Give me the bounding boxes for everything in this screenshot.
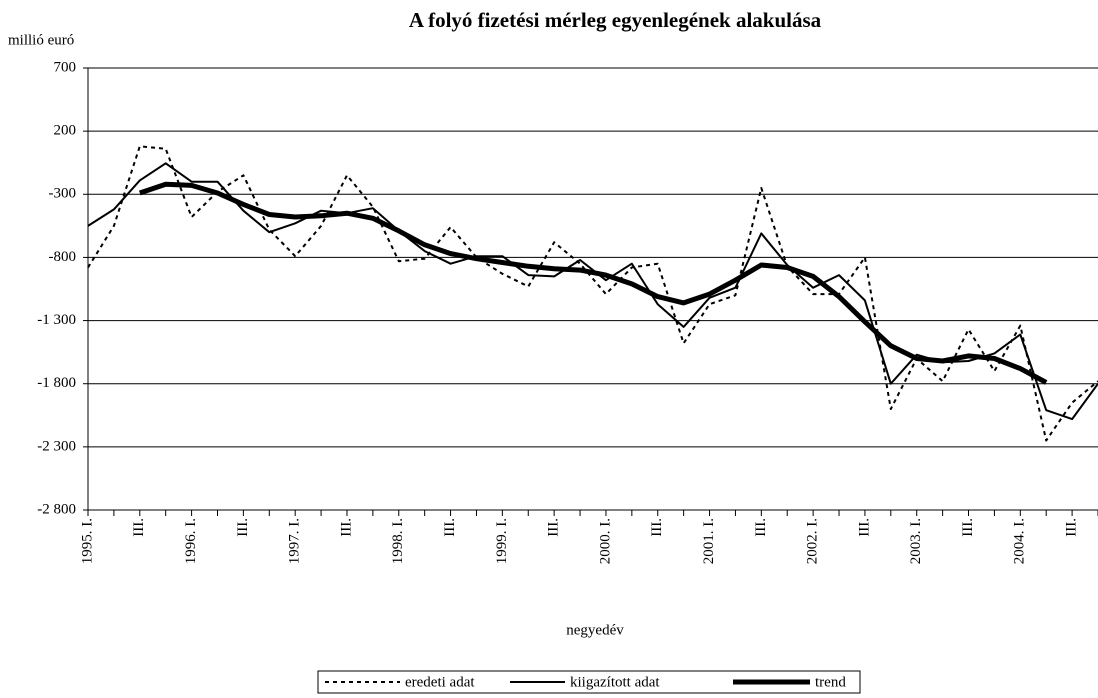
- x-tick-label: III.: [338, 518, 354, 537]
- x-tick-label: III.: [442, 518, 458, 537]
- x-tick-label: III.: [131, 518, 147, 537]
- x-tick-label: III.: [856, 518, 872, 537]
- x-tick-label: III.: [960, 518, 976, 537]
- y-tick-label: -2 300: [37, 438, 76, 454]
- y-tick-label: 200: [54, 123, 77, 139]
- y-tick-label: -2 800: [37, 501, 76, 517]
- x-tick-label: 1997. I.: [287, 518, 303, 564]
- legend-label: trend: [815, 674, 846, 690]
- x-tick-label: 2001. I.: [701, 518, 717, 564]
- legend-label: kiigazított adat: [570, 674, 660, 690]
- legend-label: eredeti adat: [405, 674, 475, 690]
- x-tick-label: 2004. I.: [1012, 518, 1028, 564]
- y-tick-label: -1 300: [37, 312, 76, 328]
- series-line: [87, 145, 1098, 442]
- legend-box: [317, 670, 861, 694]
- x-tick-label: III.: [1064, 518, 1080, 537]
- x-tick-label: 1999. I.: [494, 518, 510, 564]
- x-tick-label: 2002. I.: [805, 518, 821, 564]
- chart-title: A folyó fizetési mérleg egyenlegének ala…: [409, 8, 822, 32]
- x-tick-label: 1996. I.: [183, 518, 199, 564]
- x-tick-label: III.: [649, 518, 665, 537]
- x-tick-label: 1995. I.: [79, 518, 95, 564]
- y-tick-label: -1 800: [37, 375, 76, 391]
- x-axis-label: negyedév: [566, 622, 624, 638]
- y-tick-label: -800: [49, 249, 77, 265]
- x-tick-label: 2003. I.: [908, 518, 924, 564]
- x-tick-label: III.: [753, 518, 769, 537]
- x-tick-label: 1998. I.: [390, 518, 406, 564]
- y-tick-label: -300: [49, 186, 77, 202]
- x-tick-label: 2000. I.: [597, 518, 613, 564]
- x-tick-label: III.: [235, 518, 251, 537]
- y-axis-label: millió euró: [8, 32, 74, 48]
- y-tick-label: 700: [54, 59, 77, 75]
- x-tick-label: III.: [546, 518, 562, 537]
- series-line: [138, 181, 1048, 385]
